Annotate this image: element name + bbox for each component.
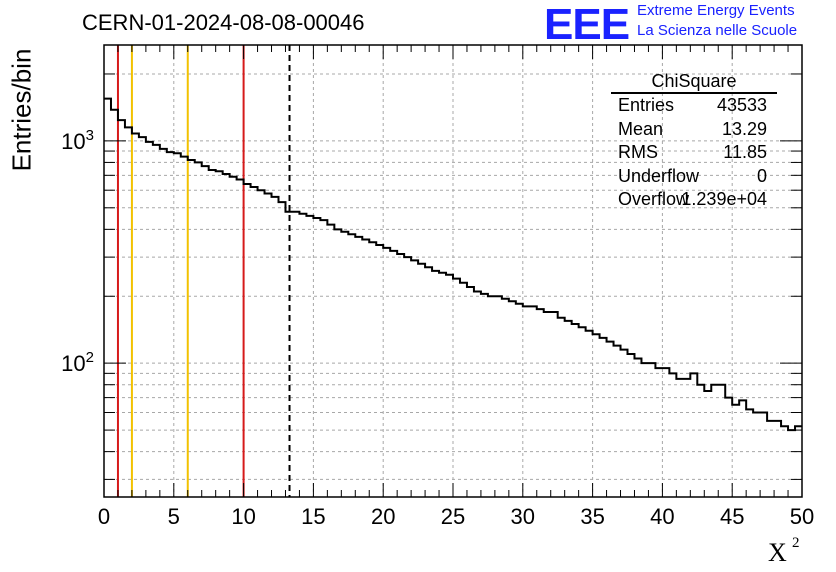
- x-tick-label: 5: [168, 504, 180, 529]
- stats-value: 13.29: [721, 118, 767, 139]
- y-axis-label: Entries/bin: [6, 48, 37, 172]
- x-axis-label: X: [768, 538, 787, 567]
- x-tick-label: 10: [231, 504, 255, 529]
- stats-row-mean: Mean 13.29: [611, 118, 777, 142]
- logo-line-2: La Scienza nelle Scuole: [637, 22, 798, 39]
- stats-title: ChiSquare: [611, 70, 777, 94]
- stats-value: 1.239e+04: [681, 189, 767, 209]
- x-axis-label-superscript: 2: [792, 535, 800, 551]
- stats-key: RMS: [618, 142, 658, 162]
- x-tick-label: 40: [650, 504, 674, 529]
- axis-ticks: [103, 45, 803, 497]
- x-tick-label: 30: [511, 504, 535, 529]
- stats-key: Overflow: [618, 189, 690, 209]
- stats-key: Mean: [618, 118, 664, 139]
- histogram-series: [104, 97, 802, 432]
- logo-line-1: Extreme Energy Events: [637, 2, 795, 19]
- x-tick-label: 15: [301, 504, 325, 529]
- stats-value: 43533: [716, 95, 767, 115]
- marker-lines: [116, 45, 291, 497]
- stats-row-entries: Entries 43533: [611, 94, 777, 118]
- grid: [104, 45, 802, 497]
- stats-value: 11.85: [723, 142, 767, 162]
- x-tick-label: 50: [790, 504, 814, 529]
- axis-tick-labels: 0 5 10 15 20 25 30 35 40 45 50 102 103: [61, 127, 814, 529]
- x-tick-label: 45: [720, 504, 744, 529]
- stats-row-underflow: Underflow 0: [611, 165, 777, 189]
- y-tick-label: 102: [61, 349, 94, 376]
- stats-key: Underflow: [618, 165, 700, 186]
- stats-key: Entries: [618, 95, 675, 115]
- x-tick-label: 0: [98, 504, 110, 529]
- eee-logo: EEE: [544, 0, 630, 49]
- chart-title: CERN-01-2024-08-08-00046: [82, 10, 365, 35]
- y-tick-label: 103: [61, 127, 94, 154]
- stats-box: ChiSquare Entries 43533 Mean 13.29 RMS 1…: [611, 70, 777, 212]
- stats-row-rms: RMS 11.85: [611, 141, 777, 165]
- x-tick-label: 20: [371, 504, 395, 529]
- x-tick-label: 35: [580, 504, 604, 529]
- stats-row-overflow: Overflow 1.239e+04: [611, 188, 777, 212]
- x-tick-label: 25: [441, 504, 465, 529]
- stats-value: 0: [756, 165, 767, 186]
